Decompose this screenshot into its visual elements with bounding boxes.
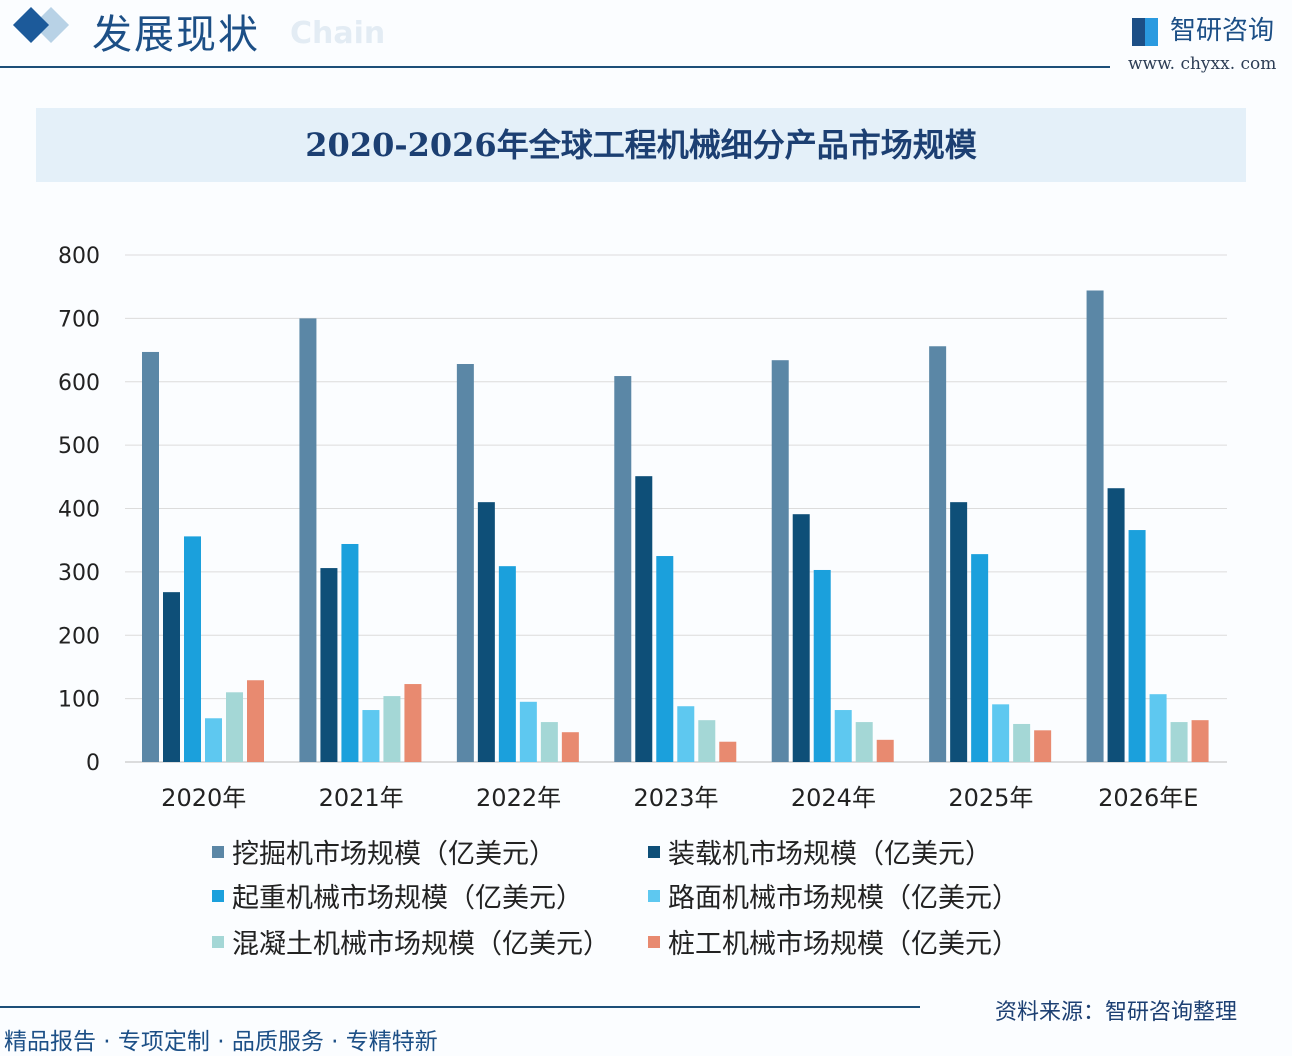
bar-excavator [142,351,159,762]
bar-pile [719,741,737,762]
legend-label: 装载机市场规模（亿美元） [668,839,992,870]
bar-concrete [698,720,716,762]
legend-item-road: 路面机械市场规模（亿美元） [648,876,1019,915]
bar-loader [950,502,968,762]
header-divider [0,66,1110,68]
bar-concrete [1170,722,1188,762]
legend-swatch [648,889,660,902]
bar-excavator [1086,290,1104,762]
bar-loader [163,592,180,762]
legend-item-crane: 起重机械市场规模（亿美元） [212,876,583,915]
bar-pile [404,684,422,762]
bar-excavator [771,360,789,762]
section-title: 发展现状 [92,12,260,58]
bar-pile [876,739,894,762]
bar-crane [971,554,989,762]
bar-concrete [383,696,401,762]
bar-crane [1128,530,1146,762]
y-tick-label: 0 [86,751,100,776]
brand-name: 智研咨询 [1170,16,1275,46]
source-note: 资料来源：智研咨询整理 [995,1000,1238,1025]
brand-icon [1132,17,1158,46]
bar-pile [1191,720,1209,762]
y-tick-label: 500 [58,434,100,459]
bar-road [1149,694,1167,762]
bar-road [992,704,1010,762]
brand-url: www. chyxx. com [1128,54,1277,74]
bar-concrete [1013,723,1031,762]
footer-divider [0,1006,920,1008]
bar-loader [477,502,495,762]
bar-road [834,710,852,762]
y-tick-label: 800 [58,244,100,269]
bar-crane [813,569,831,762]
bar-road [205,718,222,762]
bar-excavator [299,318,317,762]
y-tick-label: 300 [58,561,100,586]
legend-item-concrete: 混凝土机械市场规模（亿美元） [212,922,610,961]
bar-concrete [855,722,873,762]
legend-swatch [212,845,224,858]
bar-loader [635,476,653,762]
legend-swatch [648,935,660,948]
bar-concrete [226,692,243,762]
y-tick-label: 100 [58,688,100,713]
legend-swatch [212,935,224,948]
bar-road [519,701,537,762]
bar-excavator [456,364,474,762]
bar-pile [561,732,579,762]
bar-crane [656,556,674,762]
legend-swatch [648,845,660,858]
y-tick-label: 700 [58,307,100,332]
legend-item-excavator: 挖掘机市场规模（亿美元） [212,832,556,871]
y-tick-label: 600 [58,371,100,396]
bar-loader [792,514,810,762]
footer-slogan: 精品报告 · 专项定制 · 品质服务 · 专精特新 [4,1029,438,1055]
legend-item-pile: 桩工机械市场规模（亿美元） [648,922,1019,961]
legend-label: 桩工机械市场规模（亿美元） [668,929,1019,960]
bar-pile [247,680,264,762]
bar-pile [1034,730,1052,762]
legend-swatch [212,889,224,902]
brand-logo: 智研咨询 [1132,10,1274,47]
y-tick-label: 200 [58,624,100,649]
x-tick-label: 2022年 [476,784,561,812]
bar-concrete [540,722,558,762]
x-tick-label: 2023年 [633,784,718,812]
x-tick-label: 2025年 [948,784,1033,812]
x-tick-label: 2020年 [161,784,246,812]
x-tick-label: 2026年E [1098,784,1198,812]
header-ghost-text: Chain [290,16,386,51]
bar-loader [1107,488,1125,762]
x-tick-label: 2024年 [791,784,876,812]
bar-excavator [929,346,947,762]
legend-label: 路面机械市场规模（亿美元） [668,883,1019,914]
legend-label: 混凝土机械市场规模（亿美元） [232,929,610,960]
chart-title: 2020-2026年全球工程机械细分产品市场规模 [36,108,1246,182]
legend-item-loader: 装载机市场规模（亿美元） [648,832,992,871]
bar-road [362,710,380,762]
bar-road [677,706,695,762]
bar-crane [341,543,359,762]
x-tick-label: 2021年 [319,784,404,812]
legend-label: 起重机械市场规模（亿美元） [232,883,583,914]
y-tick-label: 400 [58,498,100,523]
bar-excavator [614,376,632,762]
legend-label: 挖掘机市场规模（亿美元） [232,839,556,870]
bar-crane [498,566,516,762]
bar-loader [320,568,338,762]
bar-crane [184,536,201,762]
